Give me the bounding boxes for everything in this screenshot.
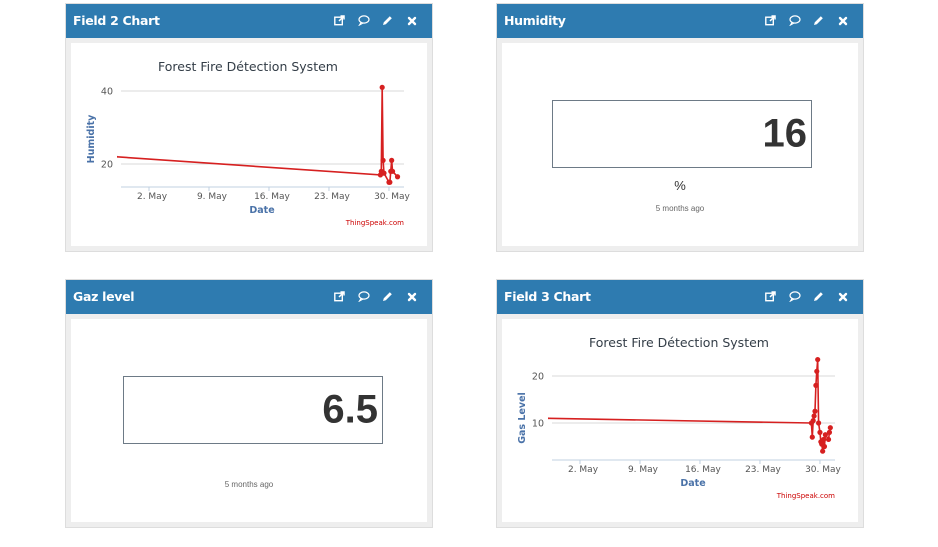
last-updated: 5 months ago — [655, 204, 705, 213]
data-point — [812, 408, 818, 414]
x-tick-label: 30. May — [374, 192, 410, 202]
x-axis-title: Date — [249, 205, 274, 216]
widget-title: Field 3 Chart — [504, 289, 591, 304]
data-point — [814, 368, 820, 374]
data-point — [821, 443, 828, 450]
series-line — [105, 84, 401, 185]
x-tick-label: 30. May — [805, 465, 841, 475]
units-label: % — [674, 178, 686, 193]
data-point — [825, 436, 832, 443]
display-area: 6.5 5 months ago — [71, 319, 427, 522]
widget-header: Field 2 Chart — [66, 4, 432, 38]
x-tick-label: 2. May — [568, 465, 599, 475]
data-point — [117, 155, 118, 158]
thingspeak-credit: ThingSpeak.com — [345, 219, 404, 227]
last-updated: 5 months ago — [224, 480, 274, 489]
widget-title: Gaz level — [73, 289, 135, 304]
gaz-level-value: 6.5 — [322, 387, 378, 432]
data-point — [822, 432, 828, 438]
data-point — [813, 382, 819, 388]
humidity-widget: Humidity 16 % 5 months ago — [496, 3, 864, 252]
comment-icon[interactable] — [788, 14, 801, 27]
external-link-icon[interactable] — [764, 14, 777, 27]
x-tick-label: 16. May — [254, 192, 290, 202]
thingspeak-credit: ThingSpeak.com — [776, 492, 835, 500]
data-point — [379, 84, 385, 90]
close-icon[interactable] — [405, 290, 418, 303]
y-axis-title: Humidity — [86, 114, 97, 163]
data-point — [817, 429, 823, 435]
data-point — [381, 170, 387, 176]
data-point — [826, 429, 833, 435]
external-link-icon[interactable] — [764, 290, 777, 303]
data-point — [537, 411, 542, 416]
pencil-icon[interactable] — [381, 290, 394, 303]
data-point — [542, 435, 547, 440]
y-tick-label: 10 — [532, 419, 544, 430]
x-tick-label: 9. May — [628, 465, 659, 475]
data-point — [387, 179, 393, 185]
x-axis-title: Date — [680, 478, 705, 489]
data-point — [394, 174, 401, 180]
gas-level-line-chart: Forest Fire Détection System 10 20 2. May 9.… — [517, 335, 842, 500]
y-axis-title: Gas Level — [517, 392, 528, 444]
close-icon[interactable] — [836, 290, 849, 303]
external-link-icon[interactable] — [333, 290, 346, 303]
data-point — [389, 168, 396, 174]
data-point — [536, 404, 541, 409]
data-point — [105, 176, 110, 181]
humidity-value: 16 — [762, 111, 808, 156]
field2-chart-widget: Field 2 Chart Forest Fire Détection Syst… — [65, 3, 433, 252]
chart-area: Forest Fire Détection System 20 40 2. May 9.… — [71, 43, 427, 246]
data-point — [820, 448, 826, 454]
close-icon[interactable] — [405, 14, 418, 27]
comment-icon[interactable] — [788, 290, 801, 303]
data-point — [811, 413, 817, 419]
close-icon[interactable] — [836, 14, 849, 27]
comment-icon[interactable] — [357, 14, 370, 27]
data-point — [827, 425, 833, 431]
y-tick-label: 20 — [101, 160, 113, 171]
data-point — [536, 402, 541, 407]
data-point — [105, 172, 110, 177]
comment-icon[interactable] — [357, 290, 370, 303]
data-point — [820, 436, 827, 443]
widget-title: Humidity — [504, 13, 566, 28]
data-point — [389, 157, 395, 163]
pencil-icon[interactable] — [812, 290, 825, 303]
x-tick-label: 9. May — [197, 192, 228, 202]
x-tick-label: 2. May — [137, 192, 168, 202]
y-tick-label: 40 — [101, 87, 113, 98]
external-link-icon[interactable] — [333, 14, 346, 27]
series-line — [536, 356, 833, 454]
pencil-icon[interactable] — [381, 14, 394, 27]
widget-header: Field 3 Chart — [497, 280, 863, 314]
data-point — [810, 418, 816, 424]
numeric-display-box: 16 — [552, 100, 812, 168]
x-tick-label: 23. May — [745, 465, 781, 475]
field3-chart-widget: Field 3 Chart Forest Fire Détection Syst… — [496, 279, 864, 528]
widget-header: Humidity — [497, 4, 863, 38]
pencil-icon[interactable] — [812, 14, 825, 27]
x-tick-label: 16. May — [685, 465, 721, 475]
x-tick-label: 23. May — [314, 192, 350, 202]
humidity-line-chart: Forest Fire Détection System 20 40 2. May 9.… — [86, 59, 411, 227]
data-point — [815, 356, 821, 363]
numeric-display-box: 6.5 — [123, 376, 383, 444]
data-point — [548, 417, 549, 420]
chart-title: Forest Fire Détection System — [158, 59, 338, 74]
widget-title: Field 2 Chart — [73, 13, 160, 28]
chart-area: Forest Fire Détection System 10 20 2. May 9.… — [502, 319, 858, 522]
y-tick-label: 20 — [532, 372, 544, 383]
data-point — [809, 434, 815, 440]
widget-header: Gaz level — [66, 280, 432, 314]
chart-title: Forest Fire Détection System — [589, 335, 769, 350]
data-point — [106, 174, 111, 179]
gaz-level-widget: Gaz level 6.5 5 months ago — [65, 279, 433, 528]
display-area: 16 % 5 months ago — [502, 43, 858, 246]
data-point — [815, 420, 822, 426]
data-point — [380, 157, 386, 163]
